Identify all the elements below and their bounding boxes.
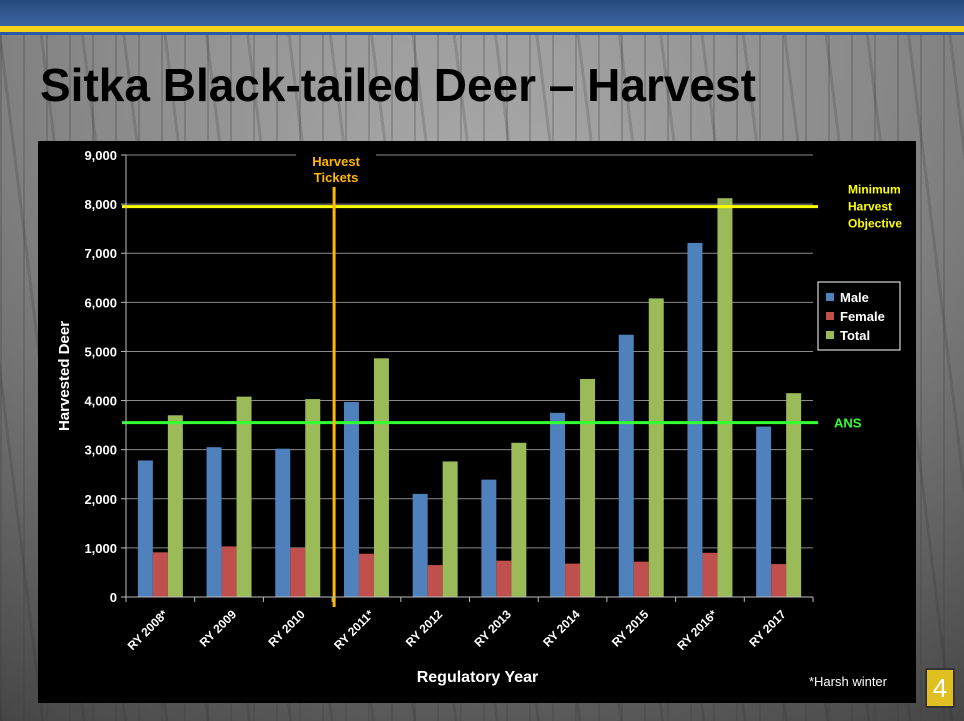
- legend-swatch-total: [826, 331, 834, 339]
- bar-male: [618, 334, 634, 597]
- x-tick-label: RY 2011*: [331, 607, 377, 653]
- x-tick-label: RY 2017: [746, 607, 789, 650]
- reference-lines: [122, 151, 818, 607]
- bar-total: [511, 442, 527, 597]
- bar-female: [290, 547, 306, 597]
- legend-label-total: Total: [840, 328, 870, 343]
- minimum-harvest-objective-label: Objective: [848, 217, 902, 231]
- bar-total: [373, 358, 389, 597]
- y-tick-label: 3,000: [84, 443, 117, 458]
- x-tick-label: RY 2014: [540, 607, 583, 650]
- x-tick-label: RY 2016*: [674, 607, 720, 653]
- x-tick-label: RY 2009: [197, 607, 240, 650]
- bar-male: [343, 402, 359, 597]
- bar-female: [221, 546, 237, 597]
- x-tick-label: RY 2015: [609, 607, 652, 650]
- x-tick-label: RY 2012: [403, 607, 446, 650]
- y-tick-label: 7,000: [84, 246, 117, 261]
- x-axis-title: Regulatory Year: [417, 669, 539, 686]
- bar-male: [481, 479, 497, 597]
- chart-panel: 0 1,000 2,000 3,000 4,000 5,000 6,000 7,000 8,00…: [38, 141, 916, 703]
- y-tick-label: 4,000: [84, 394, 117, 409]
- x-tick-label: RY 2008*: [125, 607, 171, 653]
- y-tick-label: 8,000: [84, 197, 117, 212]
- bar-total: [442, 461, 458, 597]
- y-tick-label: 0: [110, 590, 117, 605]
- bar-total: [648, 298, 664, 597]
- bar-total: [236, 396, 252, 597]
- bar-male: [412, 493, 428, 597]
- axes: [121, 154, 814, 602]
- bar-male: [756, 426, 772, 597]
- header-stripe-yellow: [0, 26, 964, 32]
- legend-label-female: Female: [840, 309, 885, 324]
- bar-male: [137, 460, 153, 597]
- bar-male: [687, 242, 703, 598]
- y-tick-label: 6,000: [84, 295, 117, 310]
- ans-label: ANS: [834, 416, 862, 431]
- bar-total: [305, 399, 321, 597]
- page-number: 4: [932, 672, 948, 703]
- bar-total: [717, 198, 733, 597]
- harvest-tickets-label-bg: [296, 151, 377, 187]
- bar-female: [565, 563, 581, 597]
- bar-total: [167, 415, 183, 597]
- y-tick-label: 1,000: [84, 541, 117, 556]
- minimum-harvest-objective-label: Minimum: [848, 183, 901, 197]
- bar-total: [580, 378, 596, 597]
- gridlines: [126, 154, 813, 549]
- legend: Male Female Total: [817, 281, 901, 351]
- bar-chart: 0 1,000 2,000 3,000 4,000 5,000 6,000 7,000 8,00…: [56, 148, 902, 689]
- header-stripe-blue: [0, 32, 964, 35]
- bar-female: [702, 552, 718, 597]
- y-axis-title: Harvested Deer: [56, 321, 73, 431]
- legend-swatch-female: [826, 312, 834, 320]
- y-tick-label: 2,000: [84, 492, 117, 507]
- x-tick-label: RY 2010: [265, 607, 308, 650]
- page-number-box: 4: [925, 668, 955, 708]
- legend-label-male: Male: [840, 290, 869, 305]
- y-tick-label: 9,000: [84, 148, 117, 163]
- bar-male: [550, 412, 566, 597]
- bar-female: [771, 564, 787, 597]
- legend-swatch-male: [826, 293, 834, 301]
- harvest-tickets-label: Tickets: [314, 170, 359, 185]
- minimum-harvest-objective-label: Harvest: [848, 200, 892, 214]
- header-band: [0, 0, 964, 26]
- bar-female: [152, 552, 168, 597]
- labels: 0 1,000 2,000 3,000 4,000 5,000 6,000 7,000 8,00…: [56, 148, 902, 689]
- bar-female: [633, 561, 649, 597]
- bar-total: [786, 393, 802, 597]
- bar-female: [358, 553, 374, 597]
- footnote: *Harsh winter: [809, 674, 888, 689]
- bar-male: [275, 448, 291, 597]
- bar-female: [496, 560, 512, 597]
- harvest-tickets-label: Harvest: [312, 154, 360, 169]
- x-tick-label: RY 2013: [472, 607, 515, 650]
- bar-female: [427, 565, 443, 597]
- bar-male: [206, 447, 222, 597]
- bars: [137, 198, 802, 598]
- slide-title: Sitka Black-tailed Deer – Harvest: [40, 59, 756, 111]
- y-tick-label: 5,000: [84, 344, 117, 359]
